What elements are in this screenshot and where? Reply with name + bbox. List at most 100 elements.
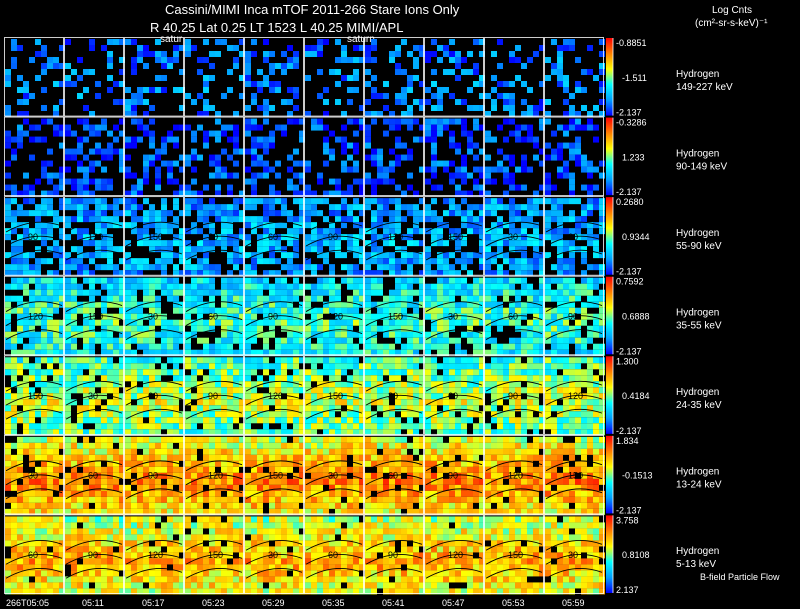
heatmap-cell bbox=[377, 369, 383, 376]
heatmap-cell bbox=[77, 423, 83, 430]
heatmap-cell bbox=[593, 357, 599, 364]
heatmap-cell bbox=[569, 228, 575, 235]
heatmap-cell bbox=[461, 283, 467, 290]
heatmap-cell bbox=[401, 369, 407, 376]
heatmap-cell bbox=[263, 484, 269, 491]
contour-line bbox=[545, 249, 603, 261]
heatmap-cell bbox=[299, 136, 305, 143]
heatmap-cell bbox=[479, 289, 485, 296]
heatmap-cell bbox=[347, 75, 353, 81]
heatmap-cell bbox=[353, 301, 359, 308]
heatmap-cell bbox=[167, 258, 173, 265]
heatmap-cell bbox=[179, 429, 185, 436]
heatmap-cell bbox=[191, 319, 197, 326]
heatmap-cell bbox=[29, 124, 35, 131]
heatmap-cell bbox=[41, 387, 47, 394]
heatmap-cell bbox=[497, 375, 503, 382]
heatmap-cell bbox=[179, 496, 185, 503]
heatmap-cell bbox=[227, 502, 233, 509]
heatmap-cell bbox=[155, 277, 161, 284]
heatmap-cell bbox=[5, 313, 11, 320]
heatmap-cell bbox=[209, 325, 215, 332]
heatmap-cell bbox=[449, 411, 455, 418]
heatmap-cell bbox=[215, 204, 221, 211]
heatmap-cell bbox=[545, 57, 551, 63]
heatmap-cell bbox=[101, 375, 107, 382]
heatmap-cell bbox=[161, 216, 167, 223]
heatmap-cell bbox=[239, 289, 245, 296]
heatmap-cell bbox=[251, 222, 257, 229]
heatmap-cell bbox=[305, 283, 311, 290]
heatmap-cell bbox=[551, 204, 557, 211]
heatmap-cell bbox=[479, 81, 485, 87]
heatmap-cell bbox=[509, 93, 515, 99]
heatmap-cell bbox=[215, 166, 221, 173]
heatmap-cell bbox=[347, 337, 353, 344]
heatmap-cell bbox=[299, 405, 305, 412]
heatmap-cell bbox=[287, 99, 293, 105]
heatmap-cell bbox=[113, 363, 119, 370]
heatmap-cell bbox=[203, 130, 209, 137]
heatmap-cell bbox=[59, 228, 65, 235]
heatmap-cell bbox=[149, 118, 155, 125]
heatmap-cell bbox=[95, 429, 101, 436]
heatmap-cell bbox=[587, 325, 593, 332]
heatmap-cell bbox=[245, 343, 251, 350]
heatmap-cell bbox=[101, 490, 107, 497]
heatmap-cell bbox=[11, 349, 17, 356]
heatmap-cell bbox=[101, 478, 107, 485]
heatmap-cell bbox=[353, 331, 359, 338]
heatmap-cell bbox=[401, 313, 407, 320]
heatmap-cell bbox=[5, 198, 11, 205]
heatmap-cell bbox=[41, 460, 47, 467]
heatmap-cell bbox=[587, 369, 593, 376]
heatmap-cell bbox=[59, 454, 65, 461]
heatmap-cell bbox=[371, 258, 377, 265]
heatmap-cell bbox=[521, 399, 527, 406]
heatmap-cell bbox=[185, 154, 191, 161]
heatmap-cell bbox=[53, 124, 59, 131]
heatmap-cell bbox=[449, 363, 455, 370]
heatmap-cell bbox=[113, 381, 119, 388]
heatmap-cell bbox=[431, 357, 437, 364]
heatmap-cell bbox=[83, 375, 89, 382]
heatmap-cell bbox=[329, 423, 335, 430]
heatmap-cell bbox=[161, 198, 167, 205]
heatmap-cell bbox=[173, 45, 179, 51]
heatmap-cell bbox=[371, 184, 377, 191]
heatmap-cell bbox=[17, 337, 23, 344]
heatmap-cell bbox=[11, 198, 17, 205]
heatmap-cell bbox=[59, 252, 65, 259]
heatmap-cell bbox=[41, 357, 47, 364]
heatmap-cell bbox=[563, 337, 569, 344]
heatmap-cell bbox=[47, 369, 53, 376]
heatmap-cell bbox=[521, 307, 527, 314]
heatmap-cell bbox=[269, 331, 275, 338]
heatmap-cell bbox=[191, 454, 197, 461]
heatmap-cell bbox=[89, 283, 95, 290]
heatmap-cell bbox=[179, 301, 185, 308]
heatmap-cell bbox=[563, 99, 569, 105]
heatmap-cell bbox=[287, 295, 293, 302]
heatmap-cell bbox=[407, 51, 413, 57]
heatmap-cell bbox=[575, 399, 581, 406]
heatmap-cell bbox=[563, 307, 569, 314]
heatmap-cell bbox=[263, 246, 269, 253]
heatmap-cell bbox=[161, 460, 167, 467]
heatmap-cell bbox=[407, 228, 413, 235]
heatmap-cell bbox=[293, 436, 299, 443]
heatmap-cell bbox=[377, 307, 383, 314]
heatmap-cell bbox=[275, 277, 281, 284]
heatmap-cell bbox=[215, 436, 221, 443]
heatmap-cell bbox=[257, 472, 263, 479]
heatmap-cell bbox=[119, 411, 125, 418]
heatmap-cell bbox=[329, 349, 335, 356]
contour-line bbox=[485, 315, 543, 326]
heatmap-cell bbox=[29, 349, 35, 356]
heatmap-cell bbox=[119, 502, 125, 509]
heatmap-cell bbox=[29, 454, 35, 461]
heatmap-cell bbox=[179, 349, 185, 356]
heatmap-cell bbox=[119, 369, 125, 376]
heatmap-cell bbox=[287, 448, 293, 455]
heatmap-cell bbox=[95, 466, 101, 473]
